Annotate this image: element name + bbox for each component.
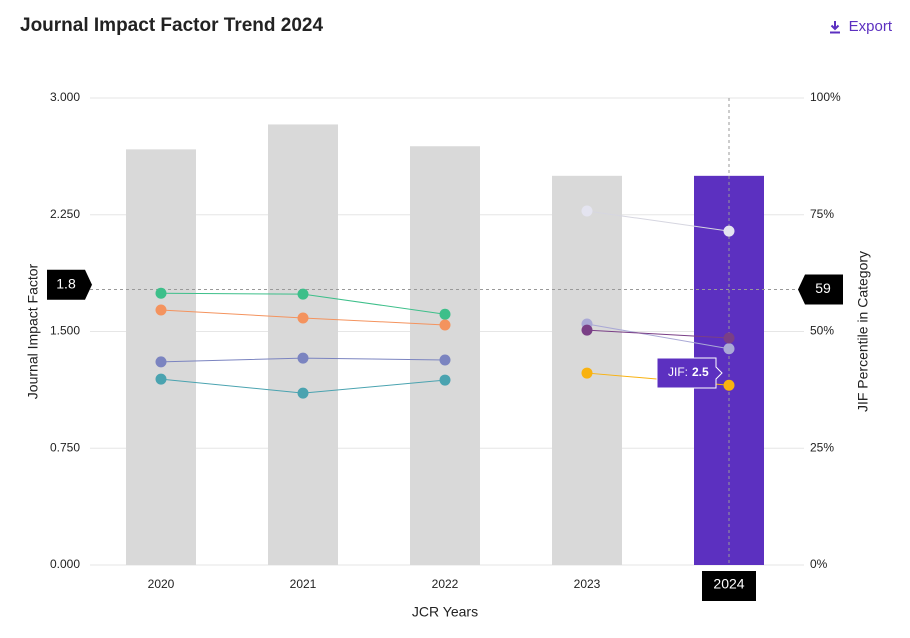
tooltip-text: JIF: 2.5: [668, 365, 709, 379]
series-point: [155, 373, 167, 385]
tooltip-box: [656, 357, 723, 389]
series-line: [586, 323, 730, 350]
series-point: [297, 387, 309, 399]
tooltip: JIF: 2.5: [656, 357, 723, 389]
crosshair-left-box: [47, 269, 92, 300]
x-tick-label: 2022: [432, 577, 459, 591]
series-point: [439, 308, 451, 320]
series-point: [297, 312, 309, 324]
series-point: [723, 332, 735, 344]
series-line: [586, 329, 730, 339]
export-label: Export: [848, 18, 892, 35]
y2-tick-label: 0%: [810, 557, 828, 571]
series-point: [439, 354, 451, 366]
series-point: [297, 352, 309, 364]
chart-title: Journal Impact Factor Trend 2024: [20, 15, 324, 36]
y-tick-label: 1.500: [50, 324, 80, 338]
y-tick-label: 0.000: [50, 557, 80, 571]
tooltip-value: 2.5: [692, 365, 709, 379]
crosshair-left-label: 1.8: [56, 276, 76, 292]
series-point: [155, 287, 167, 299]
series-point: [723, 343, 735, 355]
series-point: [581, 367, 593, 379]
tooltip-label: JIF:: [668, 365, 688, 379]
series-point: [723, 225, 735, 237]
series-line: [586, 210, 730, 232]
x-tick-highlight: [702, 571, 756, 601]
x-tick-label: 2021: [290, 577, 317, 591]
bar: [268, 124, 338, 566]
y2-tick-label: 50%: [810, 324, 834, 338]
series-point: [723, 379, 735, 391]
y2-tick-label: 100%: [810, 90, 841, 104]
x-tick-label: 2023: [574, 577, 601, 591]
y-tick-label: 2.250: [50, 207, 80, 221]
y-tick-label: 0.750: [50, 440, 80, 454]
series-point: [155, 304, 167, 316]
y2-tick-label: 25%: [810, 440, 834, 454]
x-axis-label: JCR Years: [412, 604, 478, 620]
export-button[interactable]: Export: [829, 18, 892, 35]
crosshair-right-box: [798, 274, 843, 305]
y2-axis-label: JIF Percentile in Category: [855, 251, 871, 412]
series-point: [581, 324, 593, 336]
export-icon: [829, 20, 840, 33]
series-point: [439, 374, 451, 386]
x-tick-label: 2020: [148, 577, 175, 591]
series-point: [439, 319, 451, 331]
series-point: [155, 356, 167, 368]
series-point: [297, 288, 309, 300]
crosshair-right-label: 59: [815, 280, 831, 296]
y-axis-label: Journal Impact Factor: [25, 263, 41, 399]
x-tick-label: 2024: [713, 576, 744, 592]
y2-tick-label: 75%: [810, 207, 834, 221]
y-tick-label: 3.000: [50, 90, 80, 104]
series-point: [581, 205, 593, 217]
